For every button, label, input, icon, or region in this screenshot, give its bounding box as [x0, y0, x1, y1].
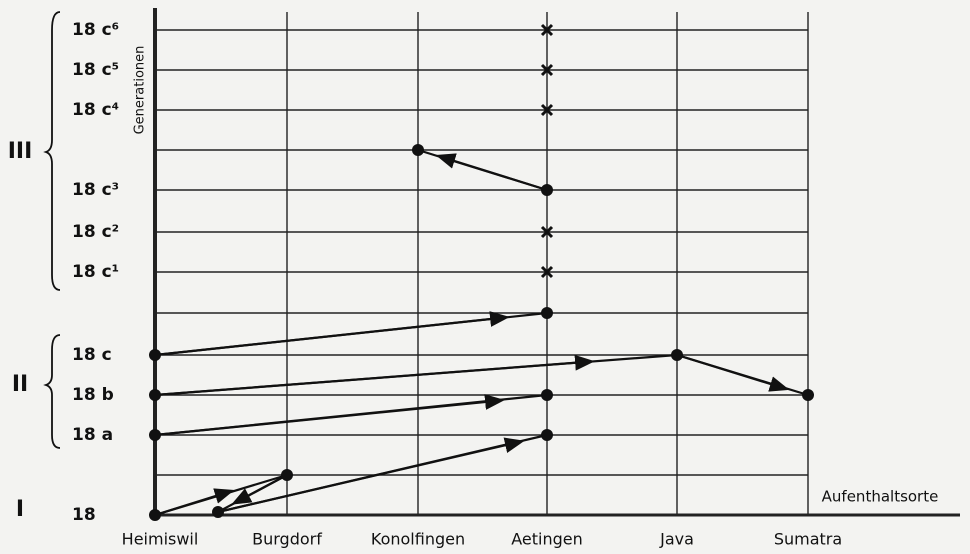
x-axis-label: Aufenthaltsorte: [822, 488, 939, 506]
generation-label: 18 c³: [72, 180, 119, 200]
generation-label: 18 b: [72, 385, 114, 405]
group-label: I: [16, 497, 24, 522]
generation-label: 18: [72, 505, 96, 525]
generation-label: 18 c¹: [72, 262, 119, 282]
place-label: Sumatra: [774, 530, 842, 549]
generation-label: 18 c: [72, 345, 112, 365]
generation-label: 18 c⁴: [72, 100, 119, 120]
group-label: III: [8, 139, 33, 164]
generation-label: 18 c²: [72, 222, 119, 242]
group-label: II: [12, 372, 28, 397]
group-braces: [43, 11, 61, 449]
place-label: Konolfingen: [371, 530, 465, 549]
generation-label: 18 c⁶: [72, 20, 119, 40]
generation-label: 18 a: [72, 425, 113, 445]
grid-lines: [155, 12, 809, 515]
place-label: Burgdorf: [252, 530, 322, 549]
place-label: Aetingen: [511, 530, 583, 549]
y-axis-label: Generationen: [133, 46, 148, 135]
place-label: Heimiswil: [122, 530, 199, 549]
grid: [153, 8, 960, 520]
labels: Heimiswil Burgdorf Konolfingen Aetingen Java…: [8, 20, 842, 549]
place-label: Java: [659, 530, 694, 549]
generation-label: 18 c⁵: [72, 60, 119, 80]
migration-paths: [149, 23, 814, 521]
